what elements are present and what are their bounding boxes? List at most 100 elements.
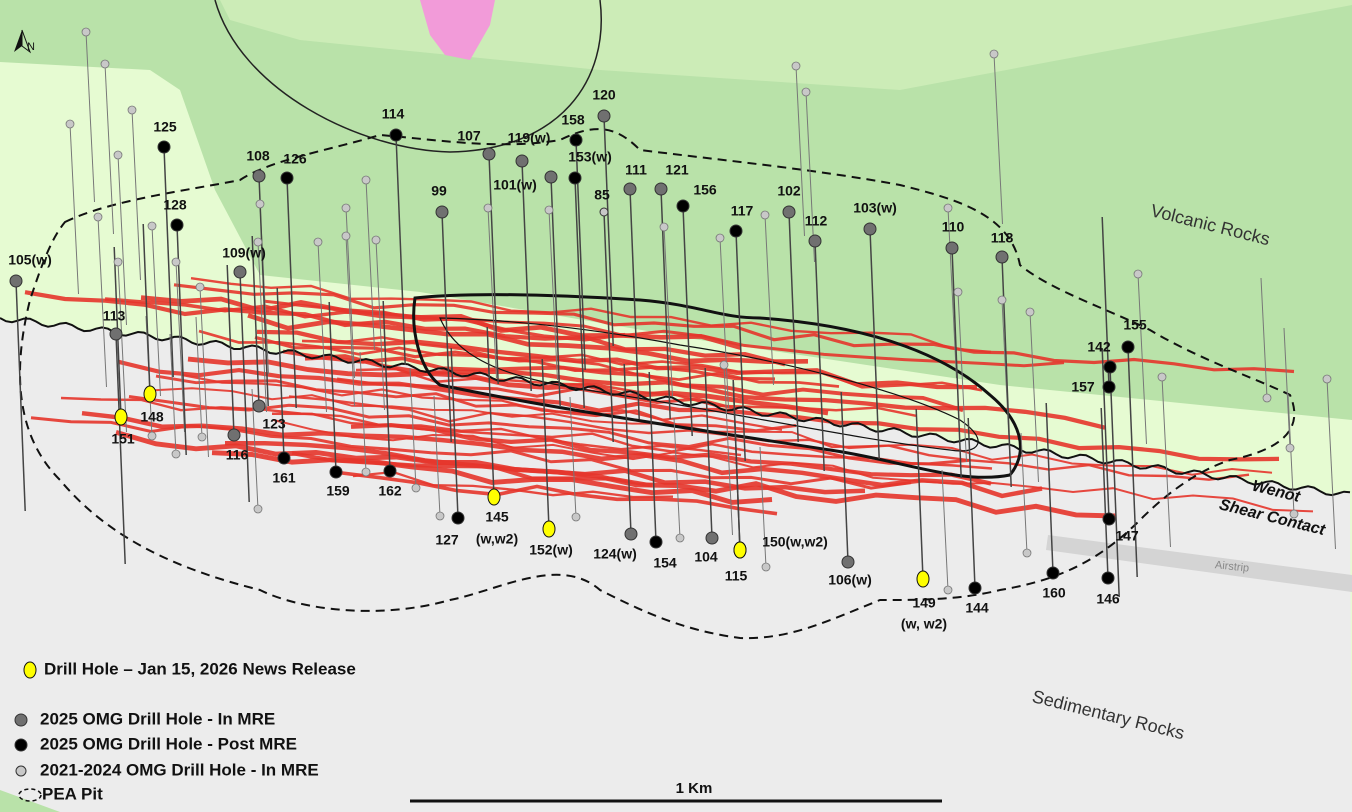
hole-label: 144 — [965, 600, 989, 616]
drill-trace — [117, 154, 127, 326]
drill-trace — [226, 264, 235, 436]
drill-trace — [1020, 432, 1028, 554]
hole-label: 145 — [485, 509, 509, 525]
vein — [104, 297, 626, 342]
vein — [128, 395, 970, 466]
drill-hole — [801, 87, 811, 97]
drill-trace — [365, 179, 375, 351]
drill-trace — [957, 291, 967, 463]
hole-label: 110 — [942, 219, 965, 235]
drill-trace — [251, 235, 260, 407]
drill-hole — [995, 250, 1009, 264]
drill-trace — [1260, 277, 1268, 399]
drill-hole — [253, 237, 263, 247]
drill-hole — [197, 432, 207, 442]
drill-hole — [252, 399, 266, 413]
drill-trace — [433, 395, 441, 517]
drill-hole — [100, 59, 110, 69]
drill-hole — [361, 467, 371, 477]
drill-trace — [723, 364, 733, 536]
drill-hole — [649, 535, 663, 549]
hole-label: 162 — [378, 483, 402, 499]
vein — [247, 313, 809, 365]
drill-trace — [251, 388, 259, 510]
drill-hole — [597, 109, 611, 123]
drill-hole — [989, 49, 999, 59]
drill-hole — [1103, 360, 1117, 374]
drill-trace — [104, 63, 114, 235]
drill-trace — [629, 188, 640, 420]
drill-trace — [1287, 393, 1295, 515]
drill-hole — [195, 282, 205, 292]
drill-hole — [675, 533, 685, 543]
drill-trace — [169, 333, 177, 455]
drill-hole — [114, 408, 128, 426]
drill-hole — [1025, 307, 1035, 317]
hole-label: 157 — [1071, 379, 1095, 395]
drill-trace — [719, 237, 729, 409]
drill-hole — [943, 203, 953, 213]
hole-label: 116 — [226, 447, 249, 463]
drill-hole — [1157, 372, 1167, 382]
vein — [282, 349, 964, 413]
hole-label: (w,w2) — [476, 531, 518, 547]
hole-label: 101(w) — [493, 177, 537, 193]
drill-hole — [389, 128, 403, 142]
drill-trace — [317, 241, 327, 413]
legend-symbol — [14, 713, 28, 727]
vein — [198, 329, 840, 388]
hole-label: 119(w) — [508, 130, 551, 146]
drill-hole — [599, 207, 609, 217]
drill-hole — [361, 175, 371, 185]
drill-trace — [1283, 327, 1291, 449]
hole-label: 107 — [457, 128, 481, 144]
drill-trace — [915, 408, 924, 580]
drill-hole — [113, 150, 123, 160]
airstrip-label: Airstrip — [1214, 559, 1249, 575]
drill-hole — [383, 464, 397, 478]
vein — [81, 410, 1043, 499]
drill-trace — [199, 286, 209, 458]
drill-hole — [81, 27, 91, 37]
drill-hole — [93, 212, 103, 222]
hole-label: 112 — [805, 213, 828, 229]
drill-hole — [542, 520, 556, 538]
north-label: N — [27, 41, 35, 53]
drill-trace — [375, 239, 385, 411]
hole-label: 159 — [326, 483, 350, 499]
trace-group — [15, 31, 1336, 598]
drill-trace — [732, 379, 741, 551]
drill-trace — [1101, 216, 1110, 388]
hole-label: 99 — [431, 183, 447, 199]
drill-hole — [109, 327, 123, 341]
drill-hole — [227, 428, 241, 442]
drill-trace — [69, 123, 79, 295]
drill-hole — [968, 581, 982, 595]
legend-label: 2025 OMG Drill Hole - Post MRE — [40, 734, 297, 753]
hole-label: 126 — [283, 151, 307, 167]
hole-label: 106(w) — [828, 572, 872, 588]
drill-trace — [673, 417, 681, 539]
drill-trace — [395, 134, 406, 366]
drill-trace — [85, 31, 95, 203]
drill-trace — [788, 211, 799, 443]
drill-trace — [487, 207, 497, 379]
drill-hole — [705, 531, 719, 545]
hole-label: 142 — [1087, 339, 1111, 355]
drill-trace — [840, 391, 849, 563]
legend-symbol — [14, 738, 28, 752]
drill-hole — [313, 237, 323, 247]
drill-trace — [441, 211, 452, 443]
drill-trace — [1137, 273, 1147, 445]
vein — [118, 359, 1280, 462]
airstrip — [1046, 535, 1352, 592]
drill-trace — [574, 177, 585, 409]
drill-trace — [239, 271, 250, 503]
drill-hole — [719, 360, 729, 370]
drill-hole — [253, 504, 263, 514]
drill-hole — [171, 449, 181, 459]
drill-trace — [805, 91, 815, 263]
drill-trace — [1326, 378, 1336, 550]
drill-hole — [341, 231, 351, 241]
drill-trace — [286, 177, 297, 409]
